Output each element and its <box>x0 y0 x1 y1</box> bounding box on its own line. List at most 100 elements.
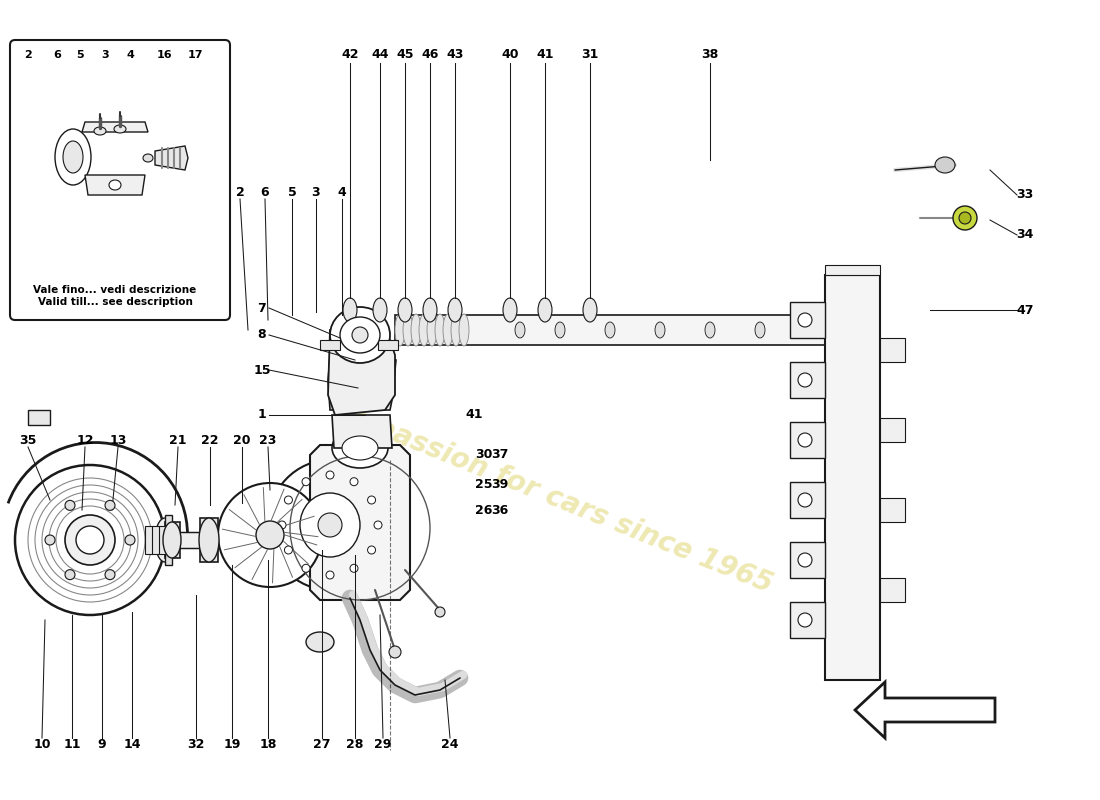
Polygon shape <box>145 526 153 554</box>
Text: 45: 45 <box>396 49 414 62</box>
Text: 33: 33 <box>1016 189 1034 202</box>
Ellipse shape <box>935 157 955 173</box>
Polygon shape <box>155 146 188 170</box>
Ellipse shape <box>953 206 977 230</box>
Polygon shape <box>880 418 905 442</box>
Polygon shape <box>328 330 395 415</box>
Text: 20: 20 <box>233 434 251 446</box>
Text: 35: 35 <box>20 434 36 446</box>
Ellipse shape <box>109 180 121 190</box>
Text: 27: 27 <box>314 738 331 751</box>
Text: 5: 5 <box>76 50 84 60</box>
Polygon shape <box>332 415 392 448</box>
Ellipse shape <box>218 483 322 587</box>
Text: 30: 30 <box>475 449 493 462</box>
Text: 10: 10 <box>33 738 51 751</box>
Ellipse shape <box>318 513 342 537</box>
Ellipse shape <box>451 314 461 346</box>
Polygon shape <box>825 275 880 680</box>
Ellipse shape <box>448 298 462 322</box>
Ellipse shape <box>959 212 971 224</box>
Text: 22: 22 <box>201 434 219 446</box>
Text: 2: 2 <box>235 186 244 198</box>
Text: Vale fino... vedi descrizione
Valid till... see description: Vale fino... vedi descrizione Valid till… <box>33 285 197 306</box>
Text: 36: 36 <box>492 503 508 517</box>
Text: 41: 41 <box>465 409 483 422</box>
Ellipse shape <box>583 298 597 322</box>
Ellipse shape <box>278 521 286 529</box>
Ellipse shape <box>35 485 145 595</box>
Ellipse shape <box>443 314 453 346</box>
Text: 26: 26 <box>475 503 493 517</box>
Text: 34: 34 <box>1016 229 1034 242</box>
Polygon shape <box>165 515 172 565</box>
Ellipse shape <box>300 493 360 557</box>
Polygon shape <box>310 445 410 600</box>
Ellipse shape <box>302 478 310 486</box>
Ellipse shape <box>326 471 334 479</box>
Ellipse shape <box>374 521 382 529</box>
Text: 46: 46 <box>421 49 439 62</box>
Polygon shape <box>160 526 167 554</box>
Ellipse shape <box>419 314 429 346</box>
Ellipse shape <box>503 298 517 322</box>
Ellipse shape <box>114 125 126 133</box>
Ellipse shape <box>427 314 437 346</box>
Ellipse shape <box>55 129 91 185</box>
Text: 15: 15 <box>253 363 271 377</box>
Ellipse shape <box>199 518 219 562</box>
Ellipse shape <box>556 322 565 338</box>
Polygon shape <box>165 522 180 558</box>
Ellipse shape <box>367 546 375 554</box>
Ellipse shape <box>395 314 405 346</box>
Ellipse shape <box>15 465 165 615</box>
Ellipse shape <box>56 506 124 574</box>
Ellipse shape <box>798 553 812 567</box>
Ellipse shape <box>76 526 104 554</box>
Ellipse shape <box>306 632 334 652</box>
Ellipse shape <box>434 314 446 346</box>
Polygon shape <box>880 498 905 522</box>
Text: 16: 16 <box>157 50 173 60</box>
Polygon shape <box>790 302 825 338</box>
Text: 1: 1 <box>257 409 266 422</box>
Ellipse shape <box>285 546 293 554</box>
Ellipse shape <box>42 492 138 588</box>
Ellipse shape <box>163 522 182 558</box>
Polygon shape <box>790 602 825 638</box>
Ellipse shape <box>332 428 388 468</box>
Ellipse shape <box>285 496 293 504</box>
Text: 3: 3 <box>311 186 320 198</box>
Polygon shape <box>28 410 50 425</box>
Ellipse shape <box>798 493 812 507</box>
Ellipse shape <box>515 322 525 338</box>
Ellipse shape <box>143 154 153 162</box>
Ellipse shape <box>434 607 446 617</box>
Polygon shape <box>855 682 996 738</box>
Text: a passion for cars since 1965: a passion for cars since 1965 <box>343 402 777 598</box>
Text: 39: 39 <box>492 478 508 491</box>
Ellipse shape <box>798 313 812 327</box>
Ellipse shape <box>302 564 310 572</box>
Ellipse shape <box>798 613 812 627</box>
Polygon shape <box>880 578 905 602</box>
Text: 2: 2 <box>24 50 32 60</box>
Polygon shape <box>825 265 880 275</box>
Text: 8: 8 <box>257 329 266 342</box>
Ellipse shape <box>63 141 82 173</box>
Text: 17: 17 <box>187 50 202 60</box>
Text: 32: 32 <box>187 738 205 751</box>
Ellipse shape <box>389 646 402 658</box>
Ellipse shape <box>798 433 812 447</box>
Ellipse shape <box>326 571 334 579</box>
Ellipse shape <box>798 373 812 387</box>
Ellipse shape <box>398 298 412 322</box>
Polygon shape <box>328 358 396 410</box>
Text: 38: 38 <box>702 49 718 62</box>
Polygon shape <box>378 340 398 350</box>
Text: 40: 40 <box>502 49 519 62</box>
Text: 29: 29 <box>374 738 392 751</box>
Ellipse shape <box>155 518 175 562</box>
Polygon shape <box>152 526 160 554</box>
Text: 12: 12 <box>76 434 94 446</box>
